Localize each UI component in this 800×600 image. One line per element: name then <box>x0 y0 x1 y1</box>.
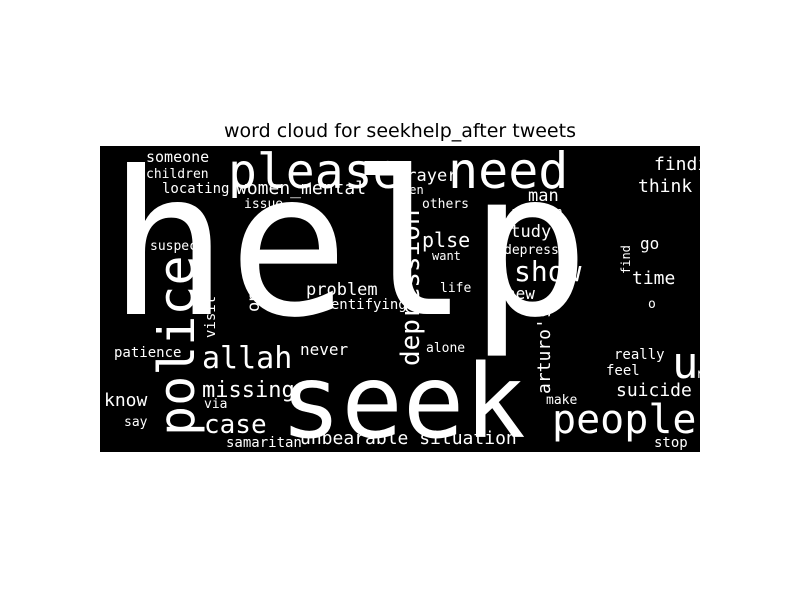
cloud-word: new <box>506 284 535 303</box>
cloud-word: depression <box>396 209 426 366</box>
cloud-word: missing <box>202 378 295 403</box>
cloud-word: problem <box>306 280 378 300</box>
cloud-word: rt <box>696 367 700 382</box>
cloud-word: seek <box>280 343 526 453</box>
cloud-word: one <box>244 281 264 312</box>
cloud-word: u <box>672 338 699 389</box>
cloud-word: someone <box>146 148 210 166</box>
cloud-word: o <box>648 297 656 312</box>
cloud-word: patience <box>114 345 182 361</box>
cloud-word: samaritan <box>226 435 302 451</box>
cloud-word: prayer <box>396 166 458 186</box>
cloud-word: find <box>619 245 633 274</box>
cloud-word: say <box>124 415 148 430</box>
cloud-word: issue <box>244 197 284 212</box>
cloud-word: make <box>546 393 578 408</box>
cloud-word: man <box>528 186 559 206</box>
cloud-word: suicide <box>616 380 692 401</box>
cloud-word: depressed <box>504 243 575 258</box>
cloud-word: women_mental <box>236 178 367 199</box>
cloud-word: via <box>204 397 228 412</box>
cloud-word: unbearable situation <box>300 428 517 449</box>
cloud-word: children <box>146 167 209 182</box>
cloud-word: alone <box>426 341 466 356</box>
cloud-word: go <box>640 234 660 253</box>
cloud-word: men <box>402 183 424 197</box>
cloud-word: allah <box>202 341 293 376</box>
cloud-word: others <box>422 197 469 212</box>
cloud-word: stop <box>654 435 688 451</box>
cloud-word: finding <box>654 154 700 175</box>
cloud-word: never <box>300 340 349 359</box>
cloud-word: locating <box>162 181 230 197</box>
cloud-word: mission <box>512 205 563 219</box>
word-cloud: help seek need please police people u allah depr… <box>100 146 700 452</box>
cloud-word: visit <box>203 295 219 338</box>
cloud-word: know <box>104 390 148 411</box>
cloud-word: time <box>632 268 676 289</box>
cloud-word: suspect <box>150 239 205 254</box>
cloud-word: case <box>204 410 267 440</box>
cloud-word: people <box>552 397 697 443</box>
cloud-word: life <box>440 281 472 296</box>
cloud-word: really <box>614 347 665 363</box>
cloud-word: please <box>228 146 402 200</box>
cloud-word: want <box>432 249 461 263</box>
cloud-word: identifying <box>314 297 407 313</box>
cloud-background <box>100 146 700 452</box>
cloud-word: study <box>500 222 552 242</box>
cloud-word: plse <box>422 228 471 252</box>
cloud-word: show <box>514 255 582 288</box>
cloud-word: help <box>108 146 590 362</box>
cloud-word: need <box>448 146 569 200</box>
chart-title: word cloud for seekhelp_after tweets <box>224 120 576 142</box>
cloud-word: feel <box>606 363 640 379</box>
cloud-word: think <box>638 176 693 197</box>
cloud-word: arturo's <box>534 307 555 394</box>
